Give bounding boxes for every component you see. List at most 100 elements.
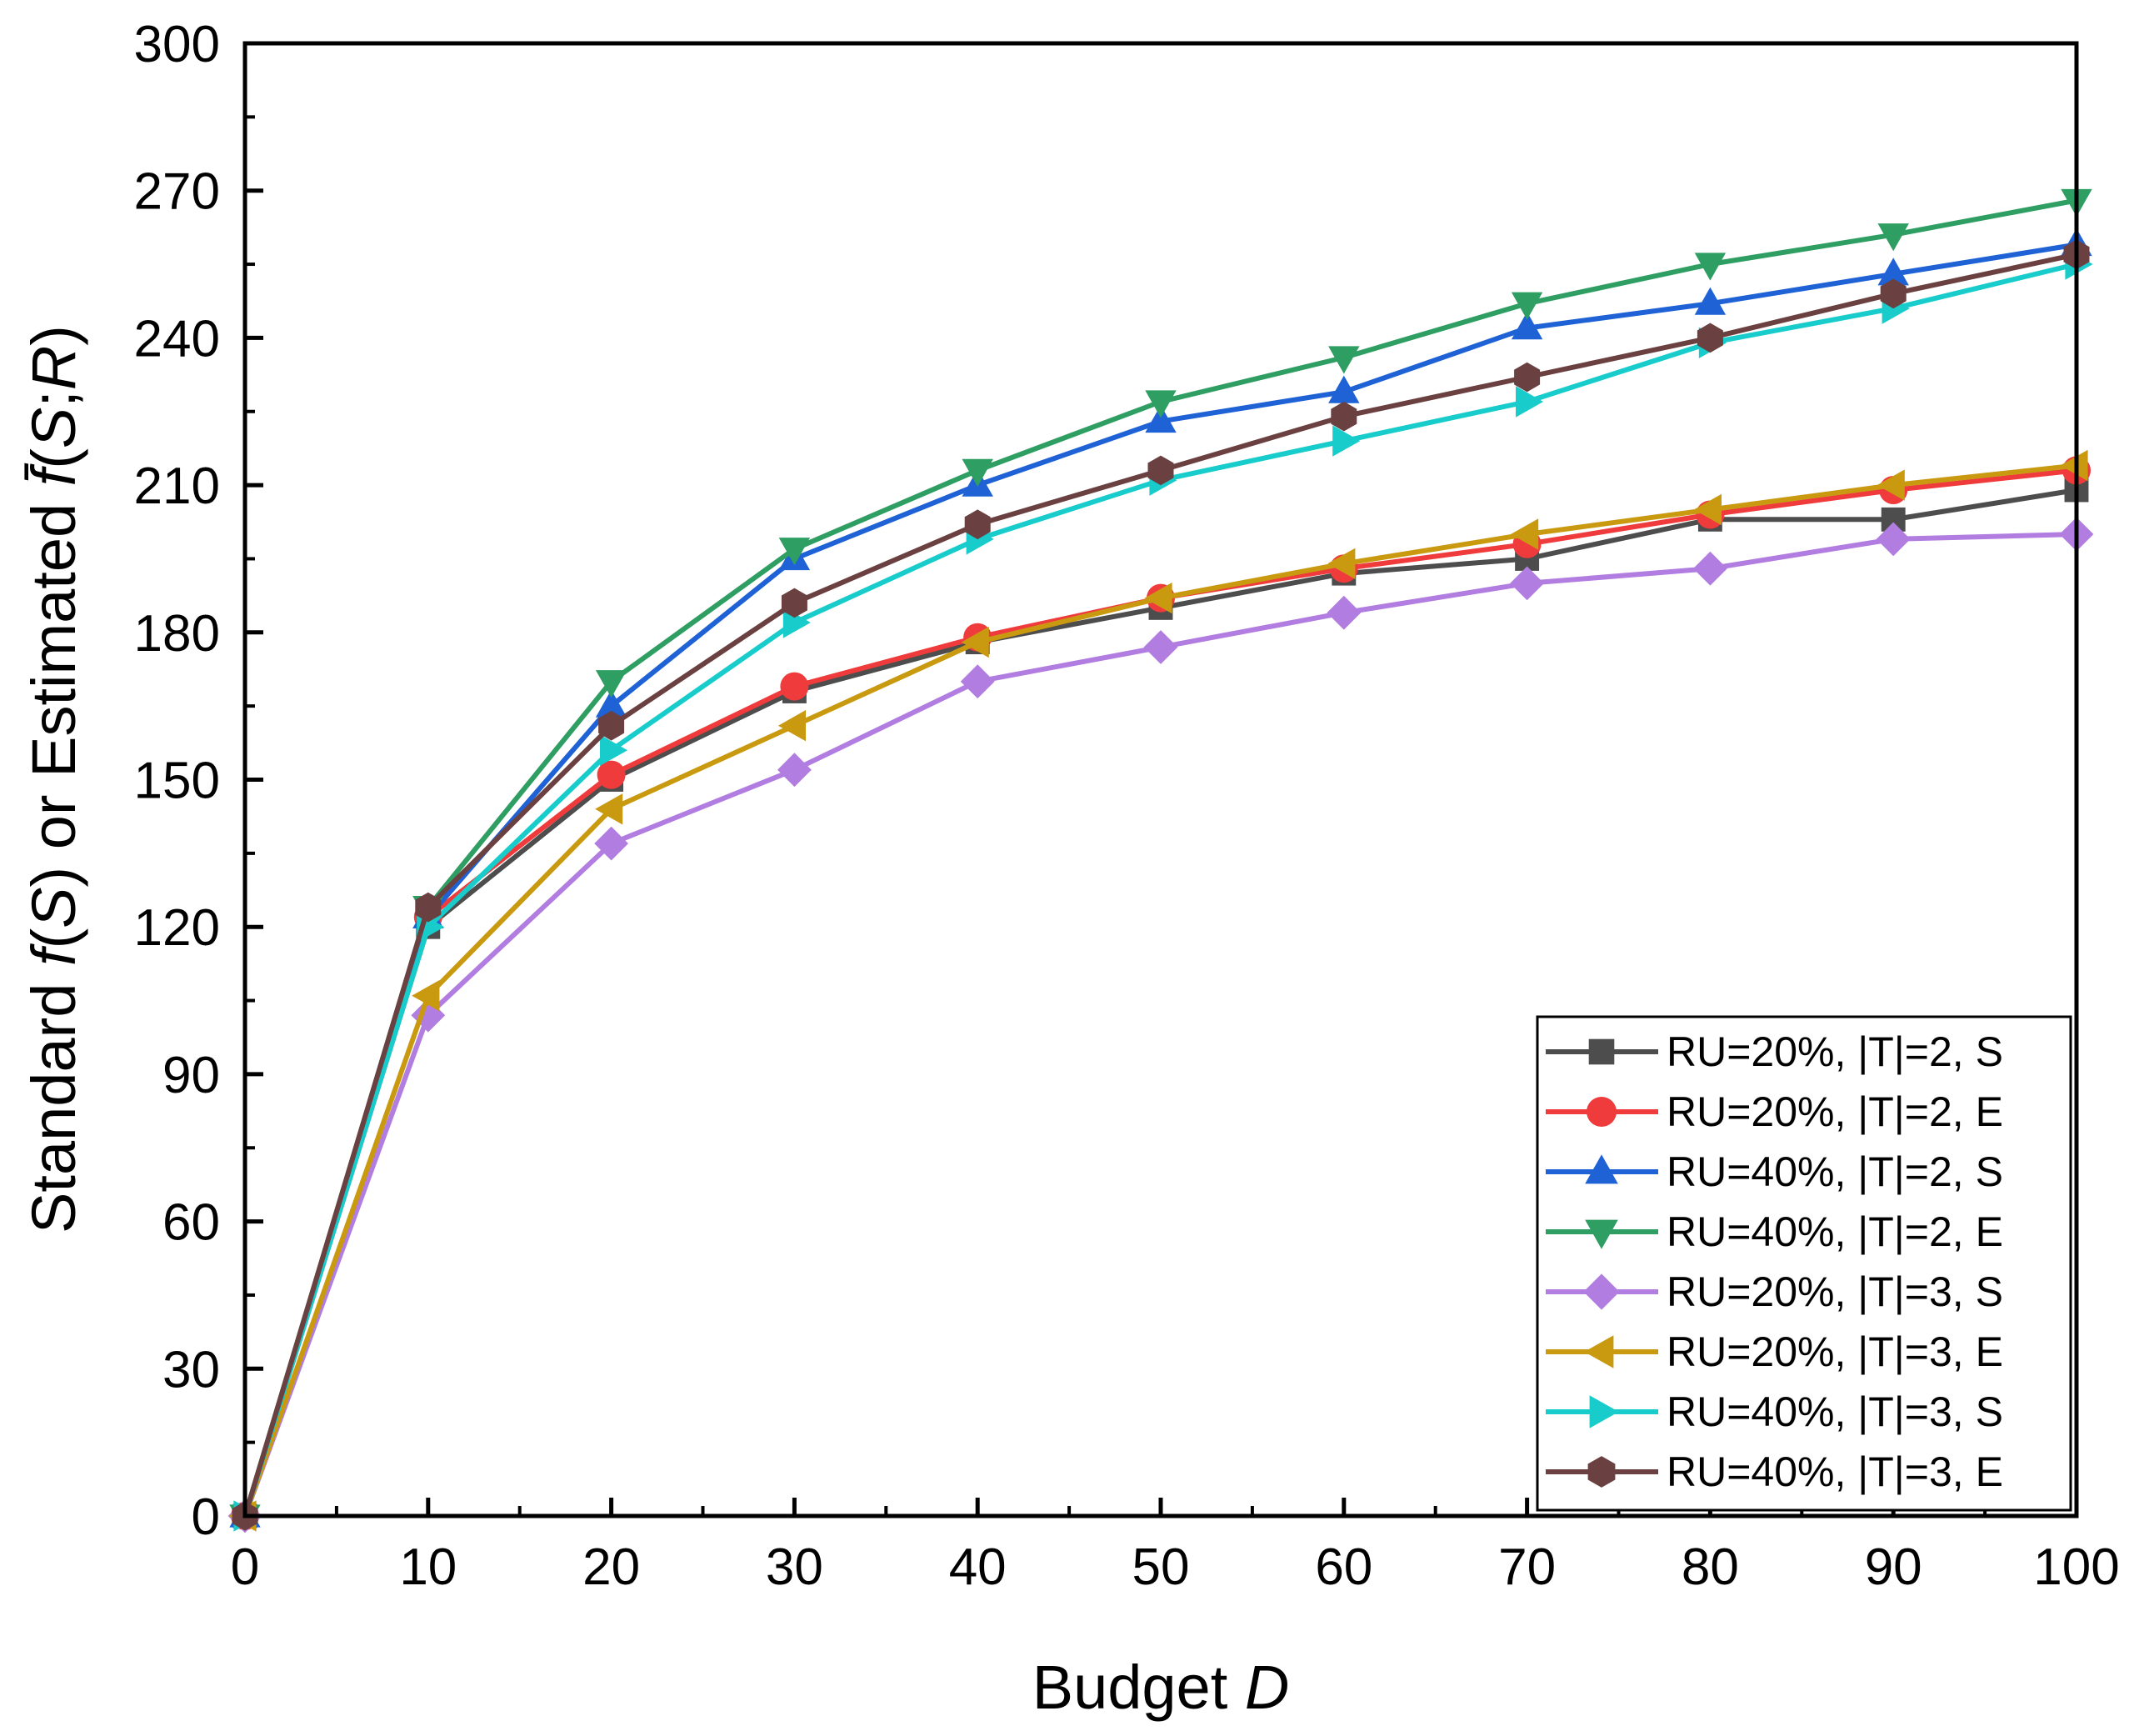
data-point — [597, 760, 626, 789]
data-point — [961, 626, 989, 658]
data-point — [781, 588, 807, 618]
data-point — [1877, 469, 1905, 501]
y-axis-title-s2: S — [19, 408, 88, 448]
y-tick-label: 30 — [162, 1341, 220, 1398]
data-point — [595, 793, 623, 825]
data-point — [1511, 312, 1543, 340]
data-point — [1145, 405, 1177, 433]
x-axis-title: Budget D — [1032, 1653, 1290, 1722]
y-axis-ticks: 0 30 60 90 120 150 180 210 240 270 300 — [134, 16, 263, 1546]
data-point — [964, 509, 991, 540]
y-tick-label: 150 — [134, 753, 220, 810]
y-axis-title: Standard f(S) or Estimated f̄(S;R) — [19, 325, 88, 1233]
legend-label: RU=20%, |T|=3, S — [1667, 1268, 2003, 1315]
plot-frame — [242, 41, 2079, 1518]
legend-item: RU=40%, |T|=2, S — [1546, 1148, 2003, 1195]
legend-label: RU=20%, |T|=2, E — [1667, 1088, 2003, 1135]
y-tick-label: 180 — [134, 605, 220, 663]
data-point — [1511, 292, 1543, 320]
y-axis-title-open1: ( — [19, 928, 88, 948]
data-point — [778, 538, 811, 566]
data-point — [1144, 582, 1172, 614]
legend-swatch-marker — [1587, 1456, 1616, 1488]
data-point — [1327, 595, 1362, 630]
data-point — [600, 734, 628, 766]
series-8 — [232, 239, 2090, 1531]
data-point — [1514, 362, 1541, 393]
data-point — [595, 689, 627, 718]
y-tick-label: 210 — [134, 458, 220, 515]
legend-label: RU=40%, |T|=2, S — [1667, 1148, 2003, 1195]
data-point — [1876, 522, 1911, 557]
data-point — [1516, 386, 1544, 418]
data-point — [1693, 551, 1727, 586]
legend-item: RU=20%, |T|=3, S — [1546, 1268, 2003, 1315]
data-point — [594, 826, 628, 861]
data-point — [1511, 518, 1539, 550]
x-tick-label: 10 — [399, 1538, 457, 1596]
data-point — [780, 672, 809, 701]
legend-item: RU=20%, |T|=2, S — [1546, 1028, 2003, 1075]
data-point — [2060, 449, 2088, 482]
data-point — [1510, 566, 1544, 601]
y-axis-title-sep: ; — [19, 390, 88, 408]
data-point — [1694, 287, 1727, 315]
legend-swatch-marker — [1588, 1038, 1615, 1065]
legend-swatch-marker — [1584, 1335, 1614, 1368]
legend-item: RU=40%, |T|=3, E — [1546, 1448, 2003, 1495]
x-axis-title-text: Budget — [1032, 1653, 1245, 1722]
legend-item: RU=40%, |T|=3, S — [1546, 1388, 2003, 1435]
x-tick-label: 60 — [1315, 1538, 1372, 1596]
x-tick-label: 30 — [766, 1538, 823, 1596]
data-point — [1693, 493, 1722, 526]
data-point — [598, 710, 625, 741]
data-point — [1880, 278, 1907, 309]
y-axis-title-close2: ) — [19, 325, 88, 346]
data-point — [1332, 425, 1361, 457]
legend-box — [1536, 1015, 2072, 1512]
legend-item: RU=20%, |T|=2, E — [1546, 1088, 2003, 1135]
data-point — [1143, 630, 1178, 664]
y-tick-label: 120 — [134, 899, 220, 957]
data-point — [1331, 401, 1357, 432]
y-axis-title-close1: ) or Estimated — [19, 486, 88, 887]
y-axis-title-s1: S — [19, 887, 88, 928]
data-point — [1145, 390, 1177, 418]
data-point — [1877, 258, 1909, 286]
data-point — [595, 670, 627, 698]
data-point — [1327, 548, 1356, 579]
x-tick-label: 90 — [1865, 1538, 1922, 1596]
y-tick-label: 60 — [162, 1194, 220, 1252]
y-tick-label: 240 — [134, 310, 220, 368]
data-point — [777, 710, 806, 742]
legend-label: RU=40%, |T|=2, E — [1667, 1208, 2003, 1255]
y-tick-label: 0 — [192, 1488, 220, 1546]
legend-swatch-marker — [1585, 1219, 1618, 1249]
legend-swatch-marker — [1589, 1395, 1619, 1428]
x-axis-title-variable: D — [1245, 1653, 1289, 1722]
data-point — [962, 458, 993, 487]
data-point — [777, 753, 812, 788]
data-point — [1328, 375, 1360, 403]
y-tick-label: 300 — [134, 16, 220, 73]
legend: RU=20%, |T|=2, S RU=20%, |T|=2, E RU=40%, … — [1536, 1015, 2072, 1512]
x-tick-label: 40 — [949, 1538, 1007, 1596]
data-point — [1328, 346, 1360, 374]
x-tick-label: 0 — [231, 1538, 259, 1596]
data-point — [960, 664, 995, 699]
x-axis-ticks: 0 10 20 30 40 50 60 70 80 90 100 — [231, 1498, 2120, 1596]
x-tick-label: 100 — [2033, 1538, 2119, 1596]
legend-swatch-marker — [1587, 1097, 1617, 1127]
x-tick-label: 80 — [1682, 1538, 1739, 1596]
series-layer — [227, 188, 2094, 1533]
data-point — [1697, 323, 1723, 353]
x-tick-label: 70 — [1498, 1538, 1556, 1596]
y-axis-title-prefix: Standard — [19, 966, 88, 1233]
legend-swatch-marker — [1585, 1154, 1618, 1184]
data-point — [1694, 253, 1727, 281]
legend-label: RU=20%, |T|=2, S — [1667, 1028, 2003, 1075]
y-axis-title-r: R — [19, 346, 88, 390]
data-point — [1877, 223, 1909, 252]
legend-label: RU=20%, |T|=3, E — [1667, 1328, 2003, 1375]
